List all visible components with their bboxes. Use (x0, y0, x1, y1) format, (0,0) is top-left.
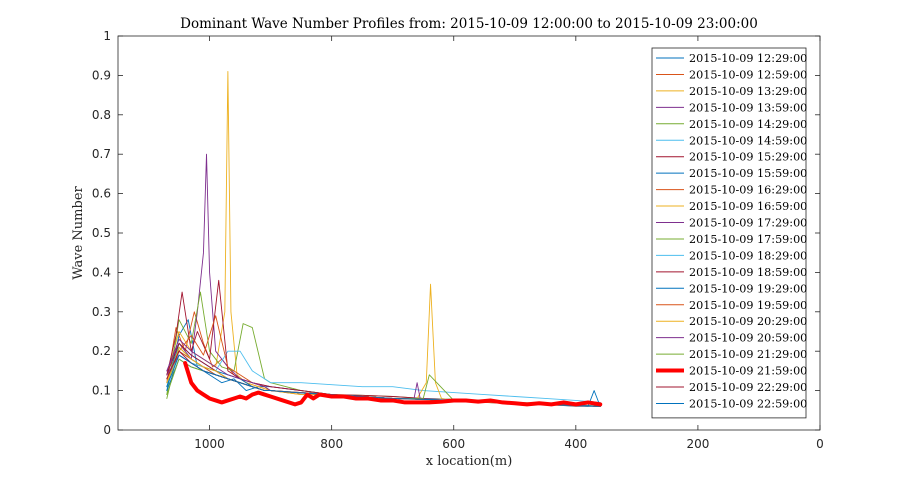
x-tick-label-2: 600 (442, 437, 465, 451)
legend-entry-8: 2015-10-09 16:29:00 (689, 184, 807, 197)
x-axis-label: x location(m) (426, 454, 513, 469)
y-tick-label-7: 0.7 (92, 147, 111, 161)
x-tick-label-1: 800 (320, 437, 343, 451)
chart-title: Dominant Wave Number Profiles from: 2015… (180, 16, 758, 32)
legend-entry-13: 2015-10-09 18:59:00 (689, 266, 807, 279)
legend-entry-21: 2015-10-09 22:59:00 (689, 397, 807, 410)
y-tick-label-1: 0.1 (92, 384, 111, 398)
legend-entry-15: 2015-10-09 19:59:00 (689, 299, 807, 312)
x-tick-label-4: 200 (686, 437, 709, 451)
y-tick-label-5: 0.5 (92, 226, 111, 240)
y-tick-label-10: 1 (103, 29, 111, 43)
legend-entry-9: 2015-10-09 16:59:00 (689, 200, 807, 213)
legend-entry-18: 2015-10-09 21:29:00 (689, 348, 807, 361)
x-tick-label-3: 400 (564, 437, 587, 451)
legend-entry-2: 2015-10-09 13:29:00 (689, 85, 807, 98)
x-ticks: 1000 800 600 400 200 0 (194, 36, 824, 451)
x-tick-label-0: 1000 (194, 437, 225, 451)
legend: 2015-10-09 12:29:00 2015-10-09 12:59:00 20… (651, 47, 807, 419)
y-axis-label: Wave Number (71, 185, 86, 279)
legend-entry-0: 2015-10-09 12:29:00 (689, 52, 807, 65)
legend-entry-7: 2015-10-09 15:59:00 (689, 167, 807, 180)
legend-entry-11: 2015-10-09 17:59:00 (689, 233, 807, 246)
legend-entry-19: 2015-10-09 21:59:00 (689, 365, 807, 378)
y-tick-label-8: 0.8 (92, 108, 111, 122)
legend-entry-1: 2015-10-09 12:59:00 (689, 68, 807, 81)
legend-entry-12: 2015-10-09 18:29:00 (689, 249, 807, 262)
y-tick-label-9: 0.9 (92, 68, 111, 82)
series-layer (166, 71, 603, 407)
legend-entry-5: 2015-10-09 14:59:00 (689, 134, 807, 147)
legend-entry-3: 2015-10-09 13:59:00 (689, 101, 807, 114)
legend-entry-10: 2015-10-09 17:29:00 (689, 217, 807, 230)
legend-entry-17: 2015-10-09 20:59:00 (689, 332, 807, 345)
legend-box (651, 47, 807, 419)
y-tick-label-2: 0.2 (92, 344, 111, 358)
legend-entry-4: 2015-10-09 14:29:00 (689, 118, 807, 131)
x-tick-label-5: 0 (816, 437, 824, 451)
y-tick-label-0: 0 (103, 423, 111, 437)
y-tick-label-3: 0.3 (92, 305, 111, 319)
y-tick-label-6: 0.6 (92, 187, 111, 201)
series-line-19 (183, 361, 603, 407)
legend-entry-6: 2015-10-09 15:29:00 (689, 151, 807, 164)
y-ticks: 0 0.1 0.2 0.3 0.4 0.5 0.6 0.7 0.8 0.9 1 (92, 29, 820, 437)
legend-entry-16: 2015-10-09 20:29:00 (689, 315, 807, 328)
legend-entry-14: 2015-10-09 19:29:00 (689, 282, 807, 295)
legend-entry-20: 2015-10-09 22:29:00 (689, 381, 807, 394)
y-tick-label-4: 0.4 (92, 265, 111, 279)
